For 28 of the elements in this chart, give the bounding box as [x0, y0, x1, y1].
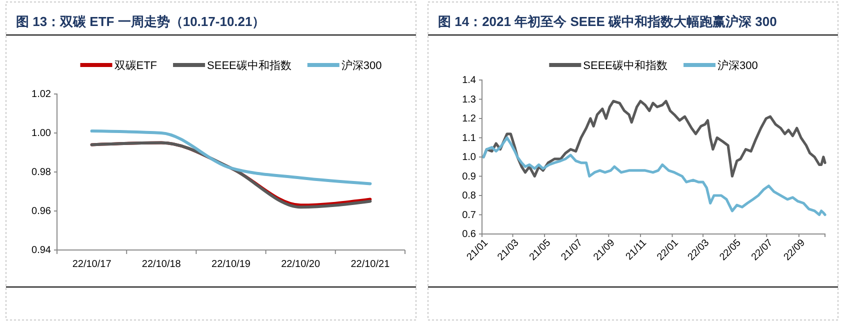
y-tick-label: 1.4 [462, 75, 476, 86]
y-tick-label: 1.3 [462, 94, 476, 106]
y-tick-label: 1.00 [32, 128, 52, 140]
legend-label: 沪深300 [718, 59, 758, 72]
legend-label: 沪深300 [341, 59, 382, 72]
chart-title: 图 14：2021 年初至今 SEEE 碳中和指数大幅跑赢沪深 300 [438, 14, 777, 29]
y-tick-label: 0.6 [462, 229, 476, 240]
x-tick-label: 22/10/17 [72, 259, 112, 270]
y-tick-label: 0.8 [462, 190, 476, 202]
y-tick-label: 1.1 [462, 132, 476, 144]
y-tick-label: 0.7 [462, 210, 476, 221]
legend-label: 双碳ETF [114, 60, 158, 72]
x-tick-label: 22/10/18 [142, 259, 182, 270]
line-series [482, 136, 826, 216]
x-tick-label: 22/10/21 [350, 259, 390, 270]
y-tick-label: 1.0 [462, 152, 476, 164]
legend-label: SEEE碳中和指数 [207, 59, 292, 72]
y-tick-label: 0.98 [32, 167, 52, 178]
y-tick-label: 0.9 [462, 171, 476, 182]
chart-title: 图 13：双碳 ETF 一周走势（10.17-10.21） [16, 14, 266, 29]
y-tick-label: 0.96 [32, 206, 52, 218]
y-tick-label: 1.02 [32, 89, 52, 100]
legend-label: SEEE碳中和指数 [583, 59, 668, 72]
x-tick-label: 22/10/20 [281, 259, 320, 270]
y-tick-label: 1.2 [462, 114, 476, 125]
x-tick-label: 22/10/19 [212, 259, 251, 270]
y-tick-label: 0.94 [32, 245, 52, 256]
line-series [90, 130, 372, 186]
